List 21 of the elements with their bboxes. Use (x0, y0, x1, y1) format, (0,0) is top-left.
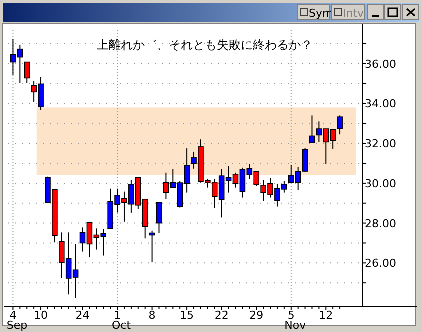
y-tick-label: 26.00 (365, 257, 396, 270)
y-tick-label: 30.00 (365, 177, 396, 190)
y-tick-label: 32.00 (365, 138, 396, 151)
x-tick-label: 29 (250, 309, 264, 322)
y-tick-label: 36.00 (365, 58, 396, 71)
x-tick-label: 15 (180, 309, 194, 322)
x-tick-label: 24 (76, 309, 90, 322)
x-tick-label: 4 Sep (6, 309, 28, 332)
x-tick-label: 10 (34, 309, 48, 322)
text: Intv (343, 7, 365, 20)
x-tick-label: 5 Nov (284, 309, 307, 332)
y-tick-label: 34.00 (365, 98, 396, 111)
candlestick (24, 62, 30, 84)
x-tick-label: 1 Oct (112, 309, 132, 332)
x-tick-label: 8 (148, 309, 156, 322)
annotation: 上離れか゛、それとも失敗に終わるか？ (97, 38, 313, 52)
x-tick-label: 12 (319, 309, 334, 322)
x-tick-label: 22 (214, 309, 229, 322)
candlestick (309, 115, 316, 144)
candlestick (156, 202, 162, 234)
y-tick-label: 28.00 (365, 217, 396, 230)
